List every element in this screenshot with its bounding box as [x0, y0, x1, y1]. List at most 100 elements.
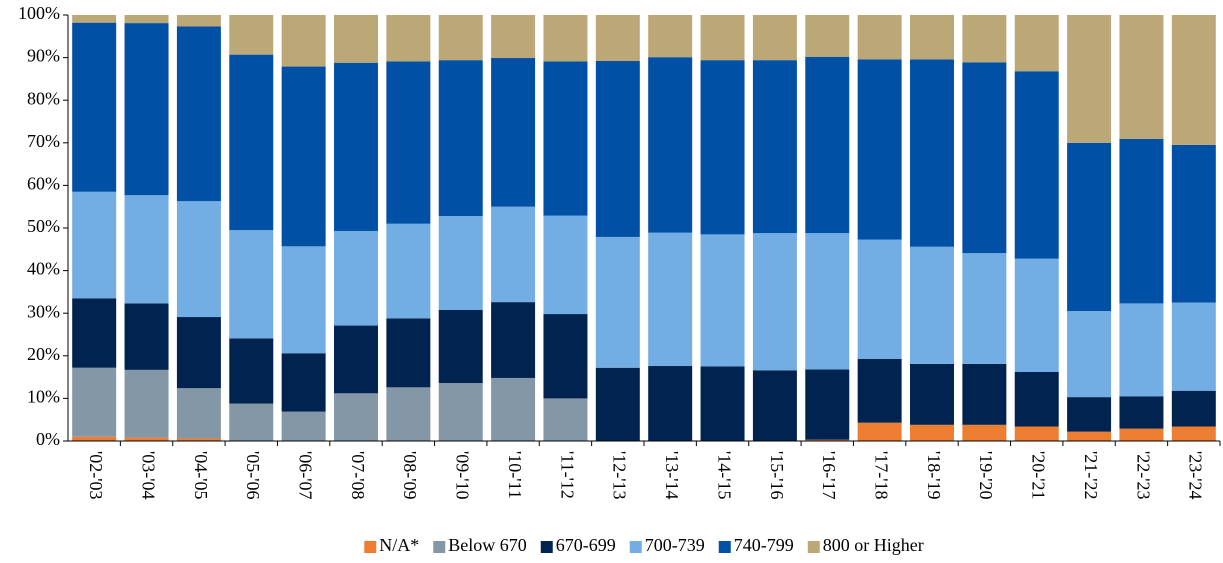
- bar-segment: [910, 363, 954, 425]
- bar-segment: [334, 15, 378, 63]
- bar-segment: [1067, 431, 1112, 441]
- bar-segment: [543, 61, 588, 216]
- bar-segment: [1119, 303, 1164, 397]
- bar-segment: [700, 366, 745, 441]
- legend-swatch: [629, 541, 642, 553]
- bar-segment: [1171, 302, 1216, 391]
- y-tick-label: 50%: [27, 216, 60, 236]
- x-tick-label: '03-'04: [138, 451, 158, 499]
- bar-segment: [438, 216, 483, 310]
- bar-segment: [72, 191, 117, 299]
- legend: N/A* Below 670 670-699 700-739 740-799 800 or…: [364, 535, 924, 555]
- bar-segment: [1067, 15, 1112, 143]
- bar-segment: [962, 424, 1007, 441]
- x-tick-label: '20-'21: [1029, 451, 1049, 499]
- bar-segment: [124, 437, 169, 441]
- y-tick-label: 80%: [27, 88, 60, 108]
- bar-segment: [281, 15, 326, 67]
- bar-segment: [805, 369, 850, 440]
- x-tick-label: '11-'12: [557, 451, 577, 499]
- bar-segment: [334, 230, 378, 326]
- bar-segment: [1119, 15, 1164, 139]
- x-tick-label: '16-'17: [819, 451, 839, 499]
- bar-segment: [124, 23, 169, 196]
- bar-segment: [543, 15, 588, 62]
- bar-segment: [1119, 138, 1164, 304]
- bar-segment: [386, 318, 431, 388]
- bar-segment: [857, 59, 902, 240]
- x-tick-label: '15-'16: [767, 451, 787, 499]
- y-tick-label: 100%: [18, 3, 60, 23]
- x-tick-label: '06-'07: [296, 451, 316, 499]
- legend-swatch: [807, 541, 820, 553]
- bar-segment: [805, 15, 850, 57]
- bar-segment: [1119, 396, 1164, 429]
- bar-segment: [1067, 397, 1112, 432]
- bar-segment: [386, 387, 431, 441]
- bar-segment: [124, 195, 169, 304]
- bar-segment: [124, 303, 169, 370]
- bar-segment: [648, 232, 693, 367]
- bar-segment: [857, 239, 902, 359]
- bar-segment: [962, 253, 1007, 364]
- bar-segment: [910, 246, 954, 364]
- bar-segment: [962, 15, 1007, 63]
- bar-segment: [491, 206, 536, 303]
- x-tick-label: '18-'19: [924, 451, 944, 499]
- x-tick-label: '14-'15: [714, 451, 734, 499]
- bar-segment: [334, 393, 378, 441]
- bar-segment: [910, 424, 954, 441]
- bar-segment: [72, 15, 117, 23]
- x-tick-label: '05-'06: [243, 451, 263, 499]
- bar-segment: [595, 236, 640, 368]
- legend-label: 800 or Higher: [823, 535, 924, 555]
- bar-segment: [386, 223, 431, 319]
- bar-segment: [752, 60, 797, 234]
- bar-segment: [1067, 142, 1112, 312]
- bar-segment: [700, 234, 745, 367]
- bar-segment: [386, 15, 431, 62]
- bar-segment: [752, 15, 797, 61]
- x-tick-label: '21-'22: [1081, 451, 1101, 499]
- y-tick-label: 20%: [27, 344, 60, 364]
- bar-segment: [72, 298, 117, 368]
- bar-segment: [1014, 426, 1059, 441]
- y-tick-label: 0%: [36, 429, 60, 449]
- bar-segment: [229, 230, 274, 339]
- legend-label: 700-739: [645, 535, 705, 555]
- y-tick-label: 70%: [27, 131, 60, 151]
- bar-segment: [386, 61, 431, 224]
- bar-segment: [124, 369, 169, 438]
- bar-segment: [1171, 426, 1216, 441]
- y-tick-label: 60%: [27, 174, 60, 194]
- bar-segment: [281, 66, 326, 247]
- bar-segment: [438, 60, 483, 217]
- bar-segment: [124, 15, 169, 24]
- x-tick-label: '12-'13: [610, 451, 630, 499]
- bar-segment: [1014, 371, 1059, 427]
- legend-label: Below 670: [448, 535, 527, 555]
- bar-segment: [1119, 428, 1164, 441]
- bar-segment: [962, 363, 1007, 425]
- bar-segment: [805, 439, 850, 441]
- bar-segment: [229, 15, 274, 55]
- y-tick-label: 10%: [27, 387, 60, 407]
- bar-segment: [229, 403, 274, 441]
- legend-swatch: [364, 541, 377, 553]
- bar-segment: [752, 233, 797, 371]
- bar-segment: [805, 56, 850, 234]
- y-tick-label: 30%: [27, 301, 60, 321]
- bar-segment: [1171, 15, 1216, 145]
- y-tick-label: 40%: [27, 259, 60, 279]
- bar-segment: [805, 233, 850, 370]
- bar-segment: [334, 325, 378, 394]
- legend-label: N/A*: [379, 535, 419, 555]
- legend-label: 740-799: [734, 535, 794, 555]
- bar-segment: [962, 62, 1007, 254]
- x-tick-label: '07-'08: [348, 451, 368, 499]
- bar-segment: [595, 367, 640, 441]
- bar-segment: [281, 246, 326, 354]
- bar-segment: [543, 215, 588, 315]
- bar-segment: [176, 15, 221, 27]
